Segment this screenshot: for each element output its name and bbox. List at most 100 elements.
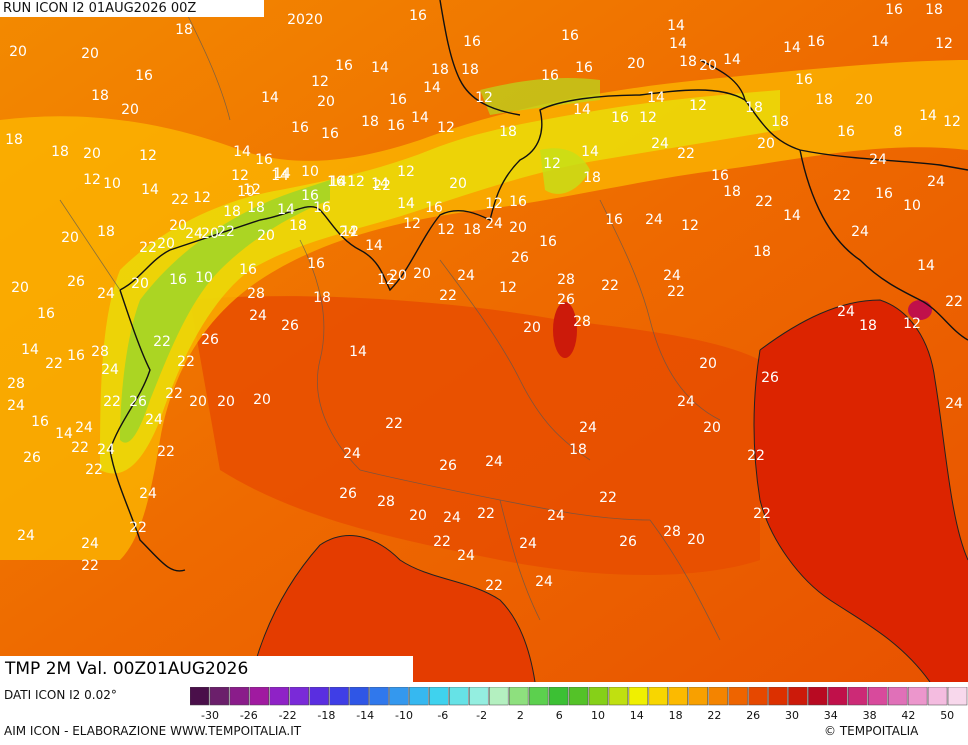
temperature-value: 22	[153, 334, 171, 350]
temperature-value: 20	[757, 136, 775, 152]
legend-tick-label: 38	[863, 709, 877, 722]
legend-tick-label: 18	[669, 709, 683, 722]
temperature-value: 10	[237, 184, 255, 200]
temperature-value: 14	[783, 40, 801, 56]
temperature-value: 16	[169, 272, 187, 288]
temperature-value: 20	[699, 58, 717, 74]
temperature-value: 16	[795, 72, 813, 88]
temperature-value: 14	[261, 90, 279, 106]
temperature-value: 16	[541, 68, 559, 84]
temperature-value: 20	[703, 420, 721, 436]
temperature-value: 14	[397, 196, 415, 212]
temperature-value: 20	[413, 266, 431, 282]
alpine-belt	[0, 60, 968, 560]
temperature-value: 16	[605, 212, 623, 228]
temperature-value: 26	[23, 450, 41, 466]
legend-swatch	[329, 687, 349, 706]
temperature-value: 26	[439, 458, 457, 474]
temperature-value: 16	[31, 414, 49, 430]
ligurian-sea	[250, 535, 535, 682]
temperature-value: 18	[499, 124, 517, 140]
temperature-value: 18	[313, 290, 331, 306]
legend-swatch	[808, 687, 828, 706]
temperature-value: 22	[45, 356, 63, 372]
legend-tick-label: -26	[240, 709, 258, 722]
temperature-value: 16	[807, 34, 825, 50]
temperature-value: 14	[669, 36, 687, 52]
temperature-value: 12	[243, 182, 261, 198]
temperature-value: 24	[579, 420, 597, 436]
temperature-value: 26	[67, 274, 85, 290]
temperature-value: 12	[397, 164, 415, 180]
temperature-value: 24	[837, 304, 855, 320]
color-scale-legend: -30 -26 -22 -18 -14 -10 -6 -2 2 6 10 14 18 22 26 30 34 38…	[190, 687, 968, 722]
legend-swatch	[868, 687, 888, 706]
legend-swatch	[828, 687, 848, 706]
temperature-value: 18	[91, 88, 109, 104]
temperature-value: 22	[71, 440, 89, 456]
legend-tick-label: -2	[476, 709, 487, 722]
temperature-value: 16	[67, 348, 85, 364]
temperature-value: 12	[499, 280, 517, 296]
temperature-value: 22	[433, 534, 451, 550]
temperature-value: 12	[543, 156, 561, 172]
temperature-value: 28	[557, 272, 575, 288]
high-alps	[100, 90, 780, 474]
temperature-value: 10	[301, 164, 319, 180]
temperature-value: 14	[349, 344, 367, 360]
temperature-value: 24	[485, 216, 503, 232]
temperature-value: 24	[851, 224, 869, 240]
temperature-value: 18	[859, 318, 877, 334]
temperature-value: 22	[177, 354, 195, 370]
temperature-value: 12	[193, 190, 211, 206]
legend-swatch	[209, 687, 230, 706]
temperature-value: 20	[131, 276, 149, 292]
temperature-value: 12	[639, 110, 657, 126]
temperature-value: 20	[409, 508, 427, 524]
data-source-label: DATI ICON I2 0.02°	[4, 688, 117, 702]
temperature-value: 20	[169, 218, 187, 234]
temperature-value: 14	[371, 176, 389, 192]
temperature-value: 22	[485, 578, 503, 594]
temperature-value: 24	[547, 508, 565, 524]
temperature-value: 16	[575, 60, 593, 76]
temperature-value: 24	[249, 308, 267, 324]
temperature-value: 22	[667, 284, 685, 300]
temperature-value: 16	[313, 200, 331, 216]
temperature-value: 16	[327, 174, 345, 190]
legend-tick-label: 6	[556, 709, 563, 722]
temperature-value: 24	[97, 286, 115, 302]
temperature-value: 22	[217, 224, 235, 240]
temperature-value: 12	[403, 216, 421, 232]
legend-swatch	[349, 687, 369, 706]
temperature-value: 20	[627, 56, 645, 72]
temperature-value: 22	[373, 178, 391, 194]
temperature-value: 28	[7, 376, 25, 392]
temperature-value: 14	[423, 80, 441, 96]
legend-swatch	[369, 687, 389, 706]
temperature-value: 24	[7, 398, 25, 414]
temperature-value: 20	[305, 12, 323, 28]
temperature-value: 22	[439, 288, 457, 304]
temperature-value: 18	[97, 224, 115, 240]
run-label: RUN ICON I2 01AUG2026 00Z	[0, 0, 264, 17]
temperature-value: 28	[377, 494, 395, 510]
legend-tick-label: -6	[437, 709, 448, 722]
legend-swatch	[907, 687, 928, 706]
legend-swatch	[409, 687, 429, 706]
temperature-value: 20	[509, 220, 527, 236]
temperature-value: 14	[411, 110, 429, 126]
temperature-value: 18	[463, 222, 481, 238]
temperature-value: 22	[85, 462, 103, 478]
legend-swatch	[190, 687, 210, 706]
temperature-value: 24	[945, 396, 963, 412]
brand-text: TEMPOITALIA	[839, 724, 919, 738]
temperature-value: 14	[581, 144, 599, 160]
country-borders	[109, 0, 968, 572]
legend-tick-label: -30	[201, 709, 219, 722]
legend-swatch	[728, 687, 748, 706]
temperature-value: 26	[761, 370, 779, 386]
temperature-value: 20	[81, 46, 99, 62]
legend-tick-label: 10	[591, 709, 605, 722]
temperature-value: 12	[485, 196, 503, 212]
